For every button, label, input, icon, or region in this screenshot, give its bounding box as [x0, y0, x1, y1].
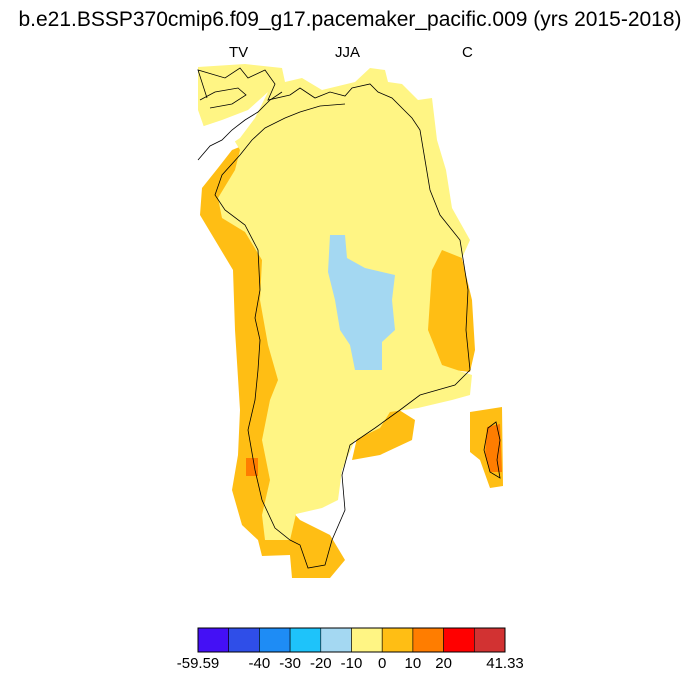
island-coastline — [483, 421, 501, 479]
colorbar-label-7: 20 — [435, 655, 452, 672]
subtitle-season: JJA — [335, 44, 361, 61]
field-level-neg10-0 — [328, 235, 395, 370]
colorbar-label-0: -59.59 — [176, 655, 220, 672]
colorbar-label-3: -20 — [309, 655, 332, 672]
colorbar-box-3 — [289, 627, 322, 653]
colorbar-label-1: -40 — [248, 655, 271, 672]
subtitle-variable: TV — [229, 44, 249, 61]
northwest-coastline — [197, 87, 283, 161]
colorbar-box-8 — [443, 627, 475, 653]
colorbar-label-5: 0 — [378, 655, 387, 672]
map-title: b.e21.BSSP370cmip6.f09_g17.pacemaker_pac… — [18, 8, 682, 31]
colorbar-box-2 — [259, 627, 291, 653]
colorbar-label-4: -10 — [340, 655, 363, 672]
colorbar-box-1 — [228, 627, 260, 653]
colorbar-label-2: -30 — [279, 655, 301, 672]
colorbar-label-6: 10 — [404, 655, 422, 672]
southeast-coast-orange-band — [352, 408, 415, 460]
east-coast-dark-orange-patch — [485, 424, 502, 472]
colorbar-box-6 — [381, 627, 414, 653]
colorbar-box-4 — [320, 627, 352, 653]
colorbar-frame — [197, 627, 506, 653]
field-level-0-10 — [198, 64, 472, 540]
colorbar-label-8: 41.33 — [486, 655, 524, 672]
colorbar-box-7 — [412, 627, 444, 653]
subtitle-units: C — [462, 44, 473, 61]
colorbar-box-0 — [197, 627, 230, 653]
colorbar-box-9 — [473, 627, 506, 653]
coastline — [197, 67, 471, 569]
colorbar-box-5 — [351, 627, 383, 653]
